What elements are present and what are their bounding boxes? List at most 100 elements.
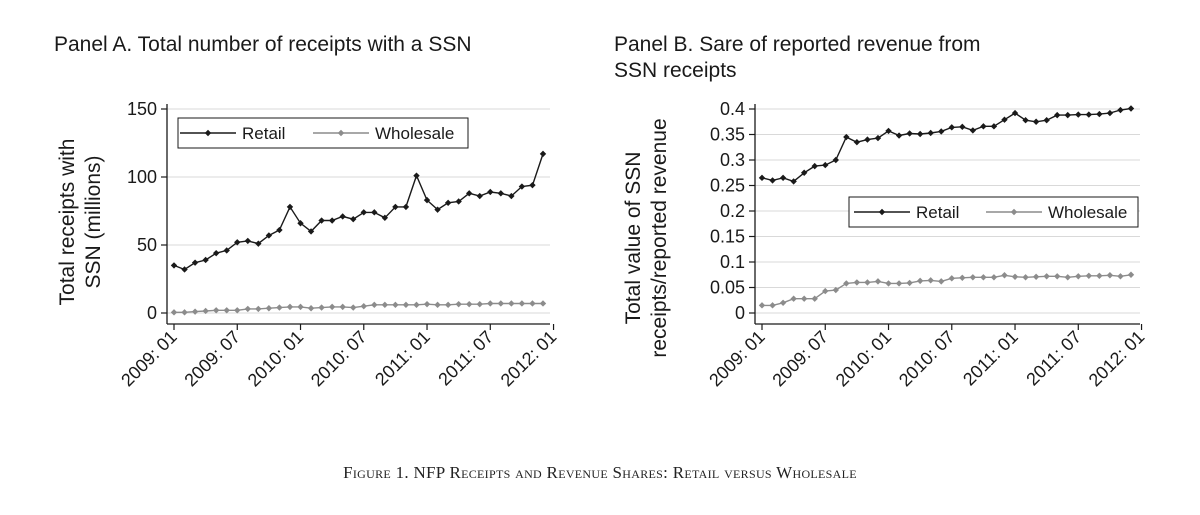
data-point-retail [518, 183, 526, 190]
data-point-wholesale [885, 280, 892, 287]
x-tick-label: 2010: 07 [895, 327, 959, 391]
data-point-retail [927, 129, 934, 137]
y-tick-label: 50 [137, 235, 157, 255]
data-point-retail [906, 130, 913, 137]
data-point-wholesale [234, 307, 241, 314]
data-point-retail [948, 124, 955, 131]
x-tick-label: 2009: 07 [180, 327, 244, 391]
data-point-wholesale [476, 300, 483, 308]
data-point-wholesale [181, 309, 188, 316]
y-axis-title-line: Total value of SSN [622, 152, 645, 325]
data-point-retail [191, 259, 199, 266]
y-tick-label: 0 [147, 303, 157, 323]
data-point-wholesale [790, 295, 797, 302]
data-point-retail [1032, 118, 1040, 125]
y-tick-label: 0.15 [710, 227, 745, 247]
data-point-wholesale [758, 302, 766, 309]
data-point-retail [790, 178, 797, 185]
data-point-retail [822, 161, 829, 169]
data-point-retail [413, 172, 420, 179]
data-point-wholesale [402, 301, 410, 309]
data-point-retail [466, 190, 473, 197]
data-point-retail [234, 239, 241, 246]
data-point-retail [350, 215, 357, 223]
data-point-retail [1106, 109, 1114, 117]
y-tick-label: 0 [735, 303, 745, 323]
data-point-retail [402, 203, 410, 211]
data-point-retail [1064, 111, 1071, 119]
data-point-retail [497, 190, 505, 197]
data-point-wholesale [769, 302, 776, 309]
data-point-retail [223, 247, 230, 254]
y-tick-label: 0.25 [710, 176, 745, 196]
data-point-retail [1054, 111, 1061, 119]
data-point-retail [539, 150, 547, 158]
legend-swatch-marker [337, 129, 345, 137]
data-point-wholesale [1064, 274, 1071, 281]
data-point-wholesale [1075, 273, 1082, 280]
data-point-wholesale [864, 279, 871, 286]
data-point-wholesale [1054, 273, 1061, 280]
series-line-wholesale [762, 274, 1132, 307]
data-point-wholesale [1022, 274, 1029, 281]
data-point-retail [1096, 110, 1103, 118]
x-tick-label: 2010: 01 [832, 327, 896, 391]
data-point-wholesale [980, 274, 987, 281]
x-tick-label: 2012: 01 [497, 327, 561, 391]
data-point-wholesale [350, 304, 357, 311]
data-point-wholesale [371, 301, 378, 309]
legend-swatch-marker [878, 208, 886, 216]
data-point-wholesale [959, 274, 966, 282]
data-point-wholesale [938, 278, 945, 285]
panel-b-chart: 0 0.05 0.1 0.15 0.2 0.25 0.3 0.35 0.4 2009: 01 200… [622, 99, 1148, 391]
data-point-wholesale [255, 305, 262, 313]
data-point-retail [434, 206, 441, 213]
data-point-wholesale [518, 300, 526, 307]
data-point-wholesale [360, 303, 367, 310]
data-point-wholesale [1032, 273, 1040, 280]
legend-label-retail: Retail [916, 203, 959, 222]
y-tick-label: 0.4 [720, 99, 745, 119]
y-tick-label: 0.1 [720, 252, 745, 272]
y-tick-label: 100 [127, 167, 157, 187]
y-tick-label: 0.35 [710, 125, 745, 145]
legend-label-retail: Retail [242, 124, 285, 143]
data-point-retail [529, 181, 536, 189]
data-point-wholesale [1043, 273, 1050, 280]
data-point-wholesale [434, 301, 441, 309]
data-point-retail [758, 174, 766, 182]
data-point-wholesale [800, 295, 808, 302]
x-tick-label: 2010: 01 [244, 327, 308, 391]
data-point-wholesale [539, 300, 547, 307]
data-point-wholesale [297, 303, 304, 311]
data-point-retail [276, 226, 283, 234]
data-point-wholesale [223, 307, 230, 314]
data-point-wholesale [497, 300, 505, 307]
data-point-retail [487, 188, 494, 196]
data-point-wholesale [307, 305, 315, 312]
data-point-wholesale [170, 309, 178, 316]
data-point-retail [476, 192, 483, 200]
data-point-retail [959, 123, 966, 131]
data-point-retail [1043, 117, 1050, 124]
data-point-wholesale [328, 303, 336, 311]
data-point-retail [779, 174, 787, 182]
data-point-retail [255, 240, 262, 247]
panel-b-title: Panel B. Sare of reported revenue from S… [614, 32, 981, 84]
panel-a-title: Panel A. Total number of receipts with a… [54, 32, 472, 58]
data-point-retail [508, 192, 515, 200]
data-point-wholesale [191, 308, 199, 315]
data-point-retail [1001, 116, 1008, 123]
data-point-retail [980, 123, 987, 130]
data-point-retail [265, 232, 273, 239]
series-line-retail [761, 107, 1132, 183]
data-point-retail [212, 249, 220, 257]
data-point-wholesale [927, 277, 934, 284]
data-point-retail [916, 130, 924, 138]
data-point-retail [286, 203, 294, 211]
data-point-wholesale [906, 279, 913, 287]
data-point-wholesale [990, 274, 998, 281]
data-point-retail [832, 156, 839, 164]
data-point-wholesale [508, 300, 515, 307]
data-point-wholesale [895, 280, 903, 287]
